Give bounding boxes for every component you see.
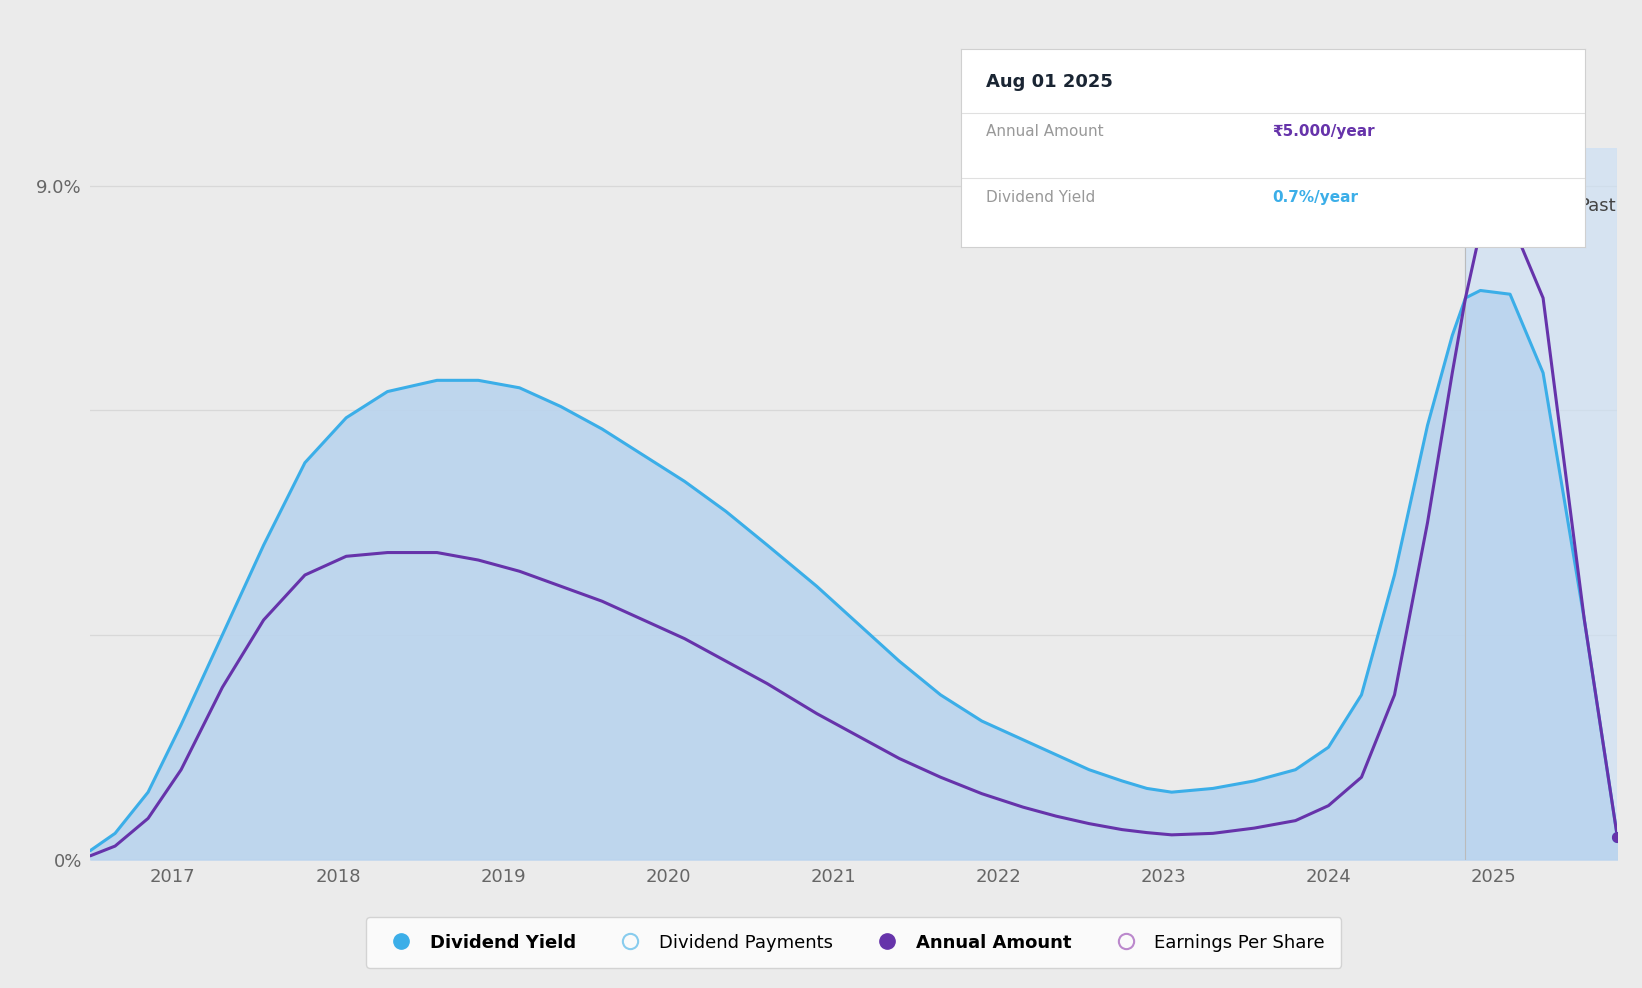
Text: Annual Amount: Annual Amount xyxy=(985,124,1103,139)
Text: 0.7%/year: 0.7%/year xyxy=(1273,190,1358,205)
Bar xyxy=(1466,148,1617,860)
Text: Aug 01 2025: Aug 01 2025 xyxy=(985,73,1112,91)
Text: Dividend Yield: Dividend Yield xyxy=(985,190,1095,205)
Legend: Dividend Yield, Dividend Payments, Annual Amount, Earnings Per Share: Dividend Yield, Dividend Payments, Annua… xyxy=(366,918,1342,968)
Text: Past: Past xyxy=(1578,197,1616,214)
Text: ₹5.000/year: ₹5.000/year xyxy=(1273,124,1376,139)
